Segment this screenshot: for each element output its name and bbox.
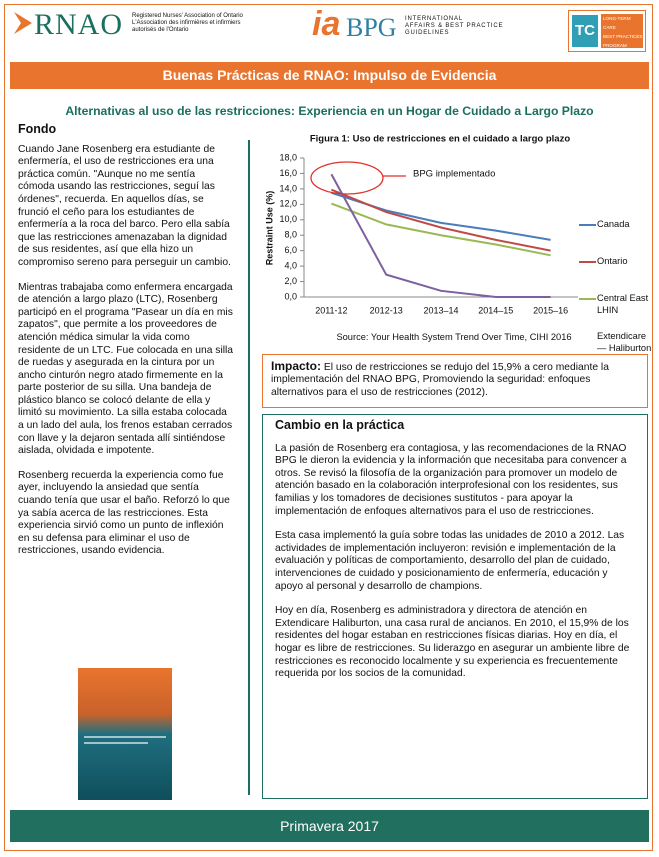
- y-tick-label: 4,0: [284, 260, 297, 270]
- chart-source: Source: Your Health System Trend Over Ti…: [258, 332, 650, 342]
- subtitle: Alternativas al uso de las restricciones…: [10, 104, 649, 118]
- iabpg-ia: ia: [312, 5, 340, 44]
- series-line: [331, 190, 550, 251]
- tagline-line: autorisés de l'Ontario: [132, 27, 262, 34]
- legend-label: Canada: [597, 219, 655, 231]
- impact-text: El uso de restricciones se redujo del 15…: [271, 362, 609, 398]
- tagline-line: AFFAIRS & BEST PRACTICE: [405, 23, 515, 30]
- tagline-line: L'Association des infirmières et infirmi…: [132, 20, 262, 27]
- tagline-line: LONG-TERM CARE: [603, 14, 643, 32]
- x-tick-label: 2013–14: [423, 305, 458, 315]
- tc-logo: TC LONG-TERM CARE BEST PRACTICES PROGRAM: [568, 10, 646, 52]
- paragraph: Esta casa implementó la guía sobre todas…: [275, 530, 635, 593]
- legend-label: Central East LHIN: [597, 293, 655, 316]
- paragraph: Rosenberg recuerda la experiencia como f…: [18, 470, 234, 558]
- footer: Primavera 2017: [10, 810, 649, 842]
- page: RNAO Registered Nurses' Association of O…: [0, 0, 659, 857]
- tagline-line: GUIDELINES: [405, 30, 515, 37]
- paragraph: Mientras trabajaba como enfermera encarg…: [18, 282, 234, 458]
- rnao-arrow: [14, 10, 34, 36]
- banner: Buenas Prácticas de RNAO: Impulso de Evi…: [10, 62, 649, 89]
- impact-box: Impacto: El uso de restricciones se redu…: [262, 354, 648, 408]
- y-tick-label: 14,0: [279, 183, 297, 193]
- tagline-line: PROGRAM: [603, 41, 643, 50]
- legend-label: Ontario: [597, 256, 655, 268]
- rnao-tagline: Registered Nurses' Association of Ontari…: [132, 13, 262, 34]
- impact-label: Impacto:: [271, 359, 321, 373]
- y-tick-label: 8,0: [284, 230, 297, 240]
- annotation: BPG implementado: [413, 169, 495, 180]
- y-axis-label: Restraint Use (%): [264, 191, 274, 266]
- x-tick-label: 2012-13: [370, 305, 403, 315]
- tagline-line: BEST PRACTICES: [603, 32, 643, 41]
- y-tick-label: 12,0: [279, 199, 297, 209]
- x-tick-label: 2015–16: [533, 305, 568, 315]
- tc-mark: TC: [572, 15, 598, 47]
- iabpg-tagline: INTERNATIONAL AFFAIRS & BEST PRACTICE GU…: [405, 16, 515, 37]
- section-heading: Fondo: [18, 123, 234, 136]
- guideline-cover: [78, 668, 172, 800]
- section-heading: Cambio en la práctica: [275, 419, 635, 432]
- y-tick-label: 0,0: [284, 291, 297, 301]
- tc-tagline: LONG-TERM CARE BEST PRACTICES PROGRAM: [601, 14, 643, 48]
- tagline-line: INTERNATIONAL: [405, 16, 515, 23]
- legend-label: Extendicare — Haliburton: [597, 331, 655, 354]
- chart-title: Figura 1: Uso de restricciones en el cui…: [310, 134, 570, 145]
- y-tick-label: 18,0: [279, 152, 297, 162]
- y-tick-label: 2,0: [284, 276, 297, 286]
- paragraph: La pasión de Rosenberg era contagiosa, y…: [275, 443, 635, 519]
- y-tick-label: 6,0: [284, 245, 297, 255]
- y-tick-label: 10,0: [279, 214, 297, 224]
- x-tick-label: 2014–15: [478, 305, 513, 315]
- series-line: [331, 204, 550, 256]
- x-tick-label: 2011-12: [315, 305, 347, 315]
- column-divider: [248, 140, 250, 795]
- tagline-line: Registered Nurses' Association of Ontari…: [132, 13, 262, 20]
- paragraph: Cuando Jane Rosenberg era estudiante de …: [18, 144, 234, 270]
- chart: Figura 1: Uso de restricciones en el cui…: [258, 128, 650, 328]
- fondo-column: Fondo Cuando Jane Rosenberg era estudian…: [18, 123, 234, 570]
- practice-box: Cambio en la práctica La pasión de Rosen…: [262, 414, 648, 799]
- paragraph: Hoy en día, Rosenberg es administradora …: [275, 605, 635, 681]
- y-tick-label: 16,0: [279, 168, 297, 178]
- iabpg-bpg: BPG: [346, 13, 397, 43]
- annotation-ellipse: [311, 162, 383, 194]
- rnao-logo: RNAO: [34, 8, 123, 42]
